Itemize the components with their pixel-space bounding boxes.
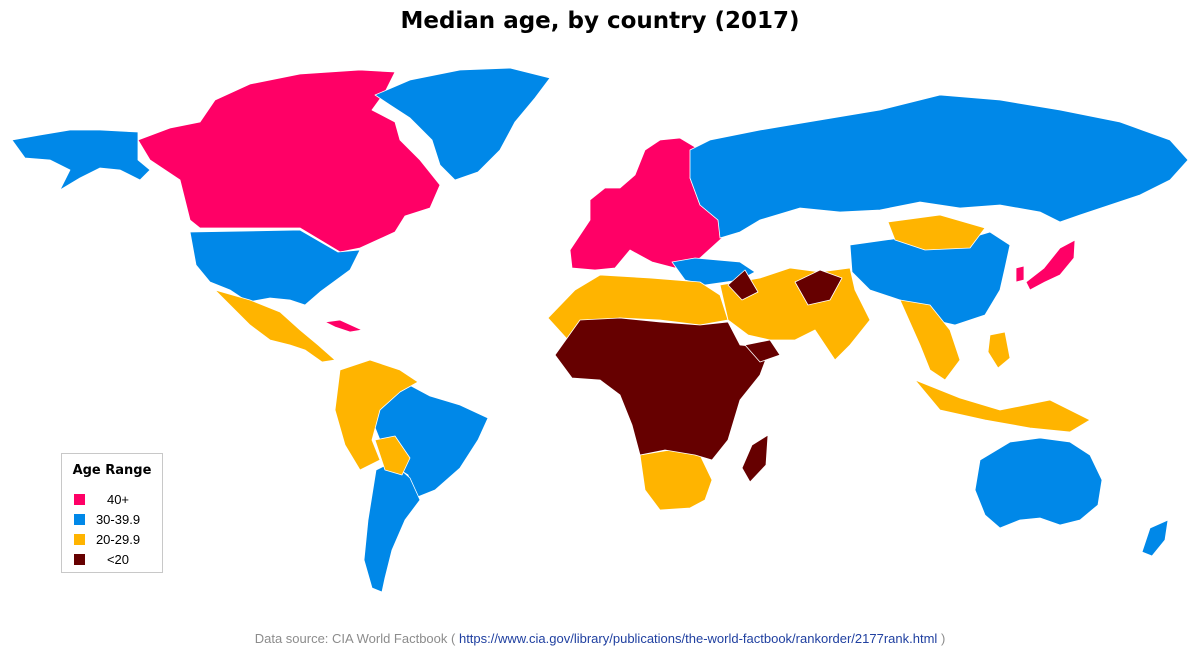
footer-prefix: Data source: CIA World Factbook ( — [254, 631, 456, 646]
region-group-40-plus — [137, 69, 1076, 333]
legend-swatch-under-20 — [74, 554, 85, 565]
region-sub-saharan-africa — [554, 317, 771, 461]
legend-swatch-40-plus — [74, 494, 85, 505]
region-southern-africa — [639, 449, 713, 511]
region-bolivia-paraguay — [374, 435, 411, 476]
data-source-link[interactable]: https://www.cia.gov/library/publications… — [458, 631, 938, 646]
region-group-under-20 — [554, 269, 843, 483]
region-europe — [569, 137, 723, 271]
legend-label: 40+ — [106, 492, 130, 507]
region-russia — [689, 94, 1189, 239]
legend-label: <20 — [106, 552, 130, 567]
region-cuba — [324, 319, 363, 333]
region-southeast-asia — [899, 299, 961, 381]
map-title: Median age, by country (2017) — [400, 8, 800, 34]
region-afghanistan — [794, 269, 843, 306]
legend: Age Range 40+ 30-39.9 20-29.9 <20 — [61, 453, 163, 573]
legend-swatch-30-39 — [74, 514, 85, 525]
region-mongolia — [887, 214, 986, 251]
legend-item-40-plus: 40+ — [74, 492, 162, 508]
region-mexico-central-america — [214, 289, 336, 363]
legend-swatch-20-29 — [74, 534, 85, 545]
region-group-30-39 — [11, 67, 1189, 593]
region-madagascar — [741, 434, 769, 483]
data-source-footer: Data source: CIA World Factbook ( https:… — [0, 631, 1200, 646]
legend-title: Age Range — [72, 463, 152, 478]
legend-item-20-29: 20-29.9 — [74, 532, 162, 548]
region-new-zealand — [1141, 519, 1169, 557]
region-andes-north — [334, 359, 419, 471]
region-indonesia — [914, 379, 1091, 433]
region-korea — [1015, 265, 1025, 283]
region-greenland — [374, 67, 551, 181]
region-philippines — [987, 331, 1011, 369]
legend-label: 30-39.9 — [95, 512, 141, 527]
region-canada — [137, 69, 441, 253]
legend-label: 20-29.9 — [95, 532, 141, 547]
region-yemen — [744, 339, 781, 363]
region-usa — [189, 229, 361, 306]
region-alaska — [11, 129, 151, 191]
region-japan — [1025, 239, 1076, 291]
region-south-america-south — [363, 461, 421, 593]
legend-item-under-20: <20 — [74, 552, 162, 568]
legend-item-30-39: 30-39.9 — [74, 512, 162, 528]
footer-suffix: ) — [940, 631, 946, 646]
region-australia — [974, 437, 1103, 529]
region-iraq-syria — [727, 269, 759, 301]
